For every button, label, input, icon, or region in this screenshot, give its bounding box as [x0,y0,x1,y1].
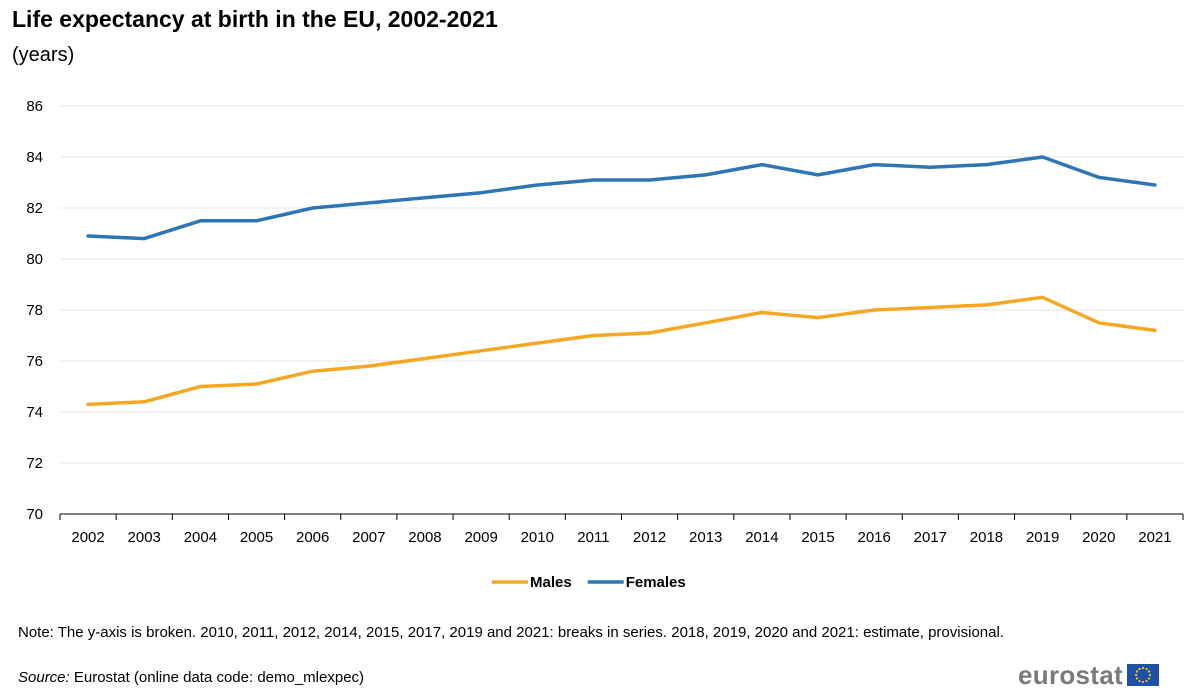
x-tick-label: 2009 [464,529,497,546]
eu-star [1141,666,1145,670]
eu-star [1148,673,1152,677]
x-tick-label: 2015 [801,529,834,546]
chart-title: Life expectancy at birth in the EU, 2002… [12,6,498,32]
eu-star [1145,679,1148,683]
eu-star [1145,667,1148,671]
y-tick-label: 70 [26,506,43,523]
source-label: Source: [18,669,70,686]
eu-flag-icon [1126,664,1159,686]
legend: Males Females [492,574,686,591]
x-tick-label: 2019 [1026,529,1059,546]
y-tick-label: 86 [26,98,43,115]
x-tick-label: 2017 [914,529,947,546]
eu-star [1138,667,1141,671]
x-tick-label: 2006 [296,529,329,546]
x-tick-label: 2003 [128,529,161,546]
legend-label-males: Males [530,574,572,591]
logo-text: eurostat [1018,659,1123,690]
y-tick-label: 80 [26,251,43,268]
eu-star [1147,677,1151,680]
y-tick-label: 78 [26,302,43,319]
eu-star [1135,677,1139,680]
source-line: Source: Eurostat (online data code: demo… [18,669,364,686]
x-tick-label: 2005 [240,529,273,546]
series-line-females [86,155,1157,241]
chart-note: Note: The y-axis is broken. 2010, 2011, … [18,624,1004,641]
y-axis-ticks: 70 72 74 76 78 80 82 84 86 [26,98,43,523]
source-text: Eurostat (online data code: demo_mlexpec… [69,669,365,686]
eu-star [1134,673,1138,677]
y-tick-label: 74 [26,404,43,421]
eu-star [1138,679,1141,683]
x-tick-label: 2014 [745,529,778,546]
x-tick-label: 2004 [184,529,217,546]
y-tick-label: 72 [26,455,43,472]
x-tick-label: 2011 [577,529,609,546]
x-tick-label: 2013 [689,529,722,546]
series-lines [86,155,1157,407]
x-tick-label: 2008 [408,529,441,546]
eu-star [1135,670,1139,673]
x-tick-label: 2002 [71,529,104,546]
x-tick-label: 2018 [970,529,1003,546]
x-tick-label: 2012 [633,529,666,546]
x-tick-label: 2016 [857,529,890,546]
legend-label-females: Females [626,574,686,591]
x-axis: 2002 2003 2004 2005 2006 2007 2008 2009 2010 2011… [59,513,1184,546]
y-tick-label: 82 [26,200,43,217]
eurostat-logo: eurostat [1018,659,1159,690]
x-tick-label: 2021 [1138,529,1171,546]
x-tick-label: 2010 [521,529,554,546]
x-tick-label: 2020 [1082,529,1115,546]
y-tick-label: 76 [26,353,43,370]
chart-subtitle: (years) [12,44,75,66]
y-tick-label: 84 [26,149,43,166]
eu-star [1141,680,1145,684]
x-tick-label: 2007 [352,529,385,546]
series-line-males [86,295,1157,407]
eu-star [1147,670,1151,673]
